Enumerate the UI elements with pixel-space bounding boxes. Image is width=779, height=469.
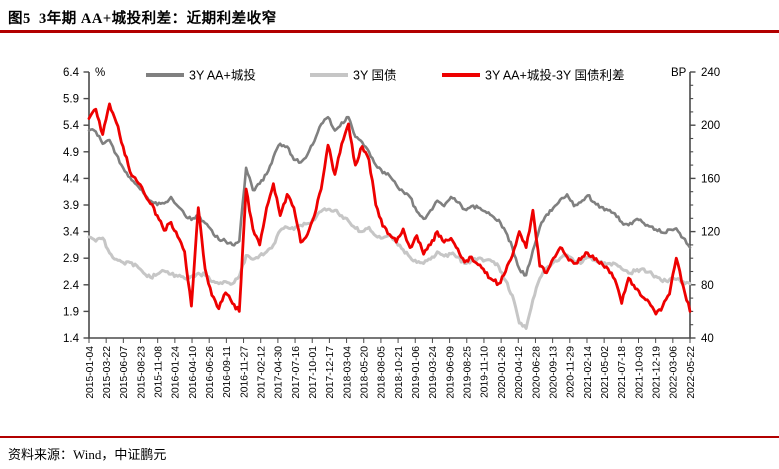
x-axis-tick-label: 2015-08-23 (136, 346, 147, 399)
right-axis-tick-label: 80 (701, 280, 714, 292)
x-axis-tick-label: 2021-07-18 (617, 346, 628, 399)
left-axis-tick-label: 5.9 (63, 94, 79, 106)
x-axis-tick-label: 2021-12-19 (651, 346, 662, 399)
legend-label-0: 3Y AA+城投 (189, 68, 256, 83)
legend-label-2: 3Y AA+城投-3Y 国债利差 (485, 68, 625, 83)
x-axis-tick-label: 2022-05-22 (686, 346, 697, 399)
source-note: 资料来源：Wind，中证鹏元 (8, 447, 167, 462)
right-axis-unit-label: BP (671, 67, 687, 79)
x-axis-tick-label: 2017-12-17 (325, 346, 336, 399)
x-axis-tick-label: 2019-08-25 (463, 346, 474, 399)
left-axis-tick-label: 4.9 (63, 147, 79, 159)
axis-frame (88, 72, 691, 339)
x-axis-tick-label: 2016-01-24 (171, 346, 182, 399)
left-axis-tick-label: 5.4 (63, 120, 80, 132)
x-axis-tick-label: 2017-07-16 (291, 346, 302, 399)
right-axis-tick-label: 200 (701, 120, 720, 132)
right-axis-tick-label: 120 (701, 227, 720, 239)
x-axis-tick-label: 2019-11-10 (480, 346, 491, 398)
left-axis-tick-label: 4.4 (63, 173, 80, 185)
right-axis-tick-label: 160 (701, 173, 720, 185)
right-axis-tick-label: 40 (701, 333, 714, 345)
x-axis-tick-label: 2021-10-03 (634, 346, 645, 399)
left-axis-tick-label: 2.9 (63, 253, 79, 265)
legend-label-1: 3Y 国债 (353, 69, 397, 83)
x-axis-tick-label: 2016-09-11 (222, 346, 233, 398)
x-axis-tick-label: 2016-11-27 (239, 346, 250, 398)
x-axis-tick-label: 2017-04-30 (274, 346, 285, 399)
right-axis-tick-label: 240 (701, 67, 720, 79)
x-axis-tick-label: 2021-02-14 (583, 346, 594, 399)
x-axis-tick-label: 2018-03-04 (342, 346, 353, 399)
figure-title: 图5 3年期 AA+城投利差：近期利差收窄 (8, 11, 277, 27)
x-axis-tick-label: 2017-02-12 (257, 346, 268, 399)
x-axis-tick-label: 2020-11-29 (566, 346, 577, 398)
x-axis-tick-label: 2015-11-08 (153, 346, 164, 398)
x-axis-tick-label: 2022-03-06 (669, 346, 680, 399)
x-axis-tick-label: 2020-06-28 (531, 346, 542, 399)
x-axis-tick-label: 2019-06-09 (445, 346, 456, 399)
title-underline-rule (0, 30, 779, 33)
x-axis-tick-label: 2016-04-10 (188, 346, 199, 399)
x-axis-tick-label: 2016-06-26 (205, 346, 216, 399)
x-axis-tick-label: 2018-05-20 (360, 346, 371, 399)
left-axis-unit-label: % (95, 67, 105, 79)
x-axis-tick-label: 2020-04-12 (514, 346, 525, 399)
left-axis-tick-label: 2.4 (63, 280, 80, 292)
left-axis-tick-label: 3.4 (63, 227, 80, 239)
series-line-1 (87, 207, 692, 330)
footer-rule (0, 436, 779, 438)
x-axis-tick-label: 2015-06-07 (119, 346, 130, 399)
x-axis-tick-label: 2019-03-24 (428, 346, 439, 399)
x-axis-tick-label: 2018-10-21 (394, 346, 405, 399)
x-axis-tick-label: 2020-01-26 (497, 346, 508, 399)
x-axis-tick-label: 2015-03-22 (102, 346, 113, 399)
left-axis-tick-label: 3.9 (63, 200, 79, 212)
left-axis-tick-label: 6.4 (63, 67, 80, 79)
series-line-0 (87, 115, 692, 277)
left-axis-tick-label: 1.4 (63, 333, 80, 345)
x-axis-tick-label: 2020-09-13 (548, 346, 559, 399)
x-axis-tick-label: 2017-10-01 (308, 346, 319, 399)
x-axis-tick-label: 2018-08-05 (377, 346, 388, 399)
x-axis-tick-label: 2015-01-04 (85, 346, 96, 399)
left-axis-tick-label: 1.9 (63, 306, 79, 318)
series-line-2 (87, 102, 692, 316)
x-axis-tick-label: 2021-05-02 (600, 346, 611, 399)
x-axis-tick-label: 2019-01-06 (411, 346, 422, 399)
